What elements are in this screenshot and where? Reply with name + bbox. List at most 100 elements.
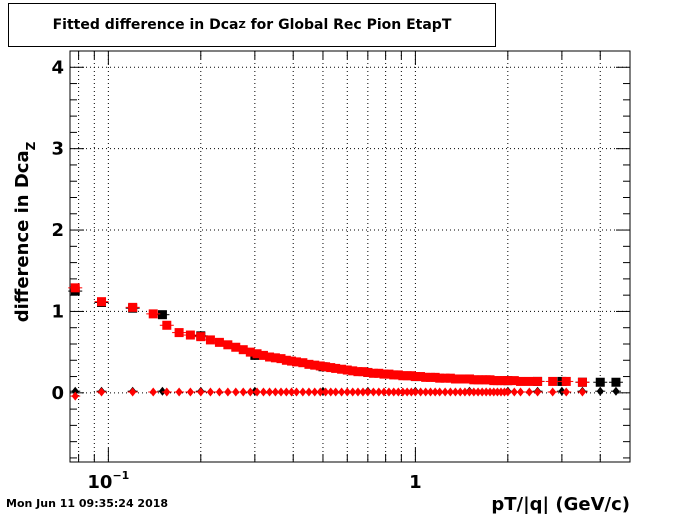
data-point [299, 387, 307, 397]
data-point [516, 387, 525, 397]
data-point [148, 309, 158, 319]
data-point [265, 352, 275, 362]
data-point [162, 320, 172, 330]
series-1 [68, 283, 590, 387]
data-point [331, 363, 341, 373]
data-point [206, 387, 215, 397]
data-point [224, 387, 232, 397]
data-point [416, 372, 426, 382]
data-point [436, 387, 444, 397]
data-point [417, 387, 425, 397]
x-axis-title: pT/|q| (GeV/c) [491, 494, 630, 514]
data-point [322, 387, 330, 397]
data-point [533, 376, 543, 386]
data-point [163, 387, 171, 397]
data-point [270, 353, 280, 363]
data-point [276, 354, 286, 364]
data-point [310, 360, 320, 370]
data-point [239, 387, 247, 397]
data-point [246, 387, 254, 397]
data-point [265, 387, 274, 397]
data-point [504, 387, 512, 397]
data-point [71, 391, 79, 401]
data-point [97, 387, 106, 397]
data-point [223, 340, 233, 350]
data-point [337, 364, 347, 374]
data-point [253, 387, 261, 397]
data-point [231, 342, 241, 352]
data-point [238, 345, 248, 355]
data-point [174, 328, 184, 338]
data-point [509, 376, 519, 386]
data-point [611, 377, 621, 387]
data-point [516, 376, 526, 386]
data-point [596, 386, 604, 396]
data-point [252, 349, 262, 359]
data-point [446, 387, 454, 397]
data-point [384, 369, 394, 379]
data-point [282, 387, 290, 397]
y-tick-label: 0 [51, 383, 64, 404]
x-tick-labels: 10−1 1 [87, 469, 421, 493]
data-point [232, 387, 240, 397]
data-point [321, 362, 331, 372]
data-point [215, 387, 224, 397]
y-tick-label: 2 [51, 220, 64, 241]
data-point [548, 376, 558, 386]
data-point [128, 302, 138, 312]
data-point [354, 387, 362, 397]
data-point [561, 376, 571, 386]
data-point [375, 387, 383, 397]
data-point [281, 355, 291, 365]
data-point [305, 387, 313, 397]
data-point [258, 350, 268, 360]
data-point [70, 283, 80, 293]
data-point [71, 386, 79, 396]
y-tick-label: 4 [51, 57, 64, 78]
x-tick-label: 1 [409, 472, 422, 493]
grid [70, 51, 630, 462]
data-point [595, 377, 605, 387]
data-point [298, 358, 308, 368]
data-point [175, 387, 183, 397]
data-point [348, 366, 358, 376]
data-point [311, 387, 319, 397]
y-tick-label: 1 [51, 301, 64, 322]
data-point [562, 387, 570, 397]
x-tick-label: 10−1 [87, 469, 129, 493]
data-point [326, 363, 336, 373]
y-axis-title: difference in DcaZ [12, 141, 38, 322]
data-point [533, 387, 542, 397]
data-point [363, 367, 373, 377]
data-point [271, 387, 280, 397]
data-point [157, 310, 167, 320]
data-point [445, 373, 455, 383]
data-point [129, 387, 137, 397]
data-point [358, 367, 368, 377]
data-point [292, 357, 302, 367]
data-point [245, 347, 255, 357]
data-point [349, 387, 357, 397]
data-point [369, 387, 378, 397]
data-point [287, 356, 297, 366]
data-point [158, 386, 167, 396]
data-point [430, 372, 440, 382]
data-point [259, 387, 268, 397]
data-point [524, 376, 534, 386]
chart-title-prefix: Fitted difference in Dca [52, 17, 239, 33]
series-3 [70, 387, 588, 401]
data-point [205, 335, 215, 345]
data-point [197, 387, 205, 397]
data-point [149, 387, 157, 397]
data-series [68, 283, 623, 401]
data-point [549, 387, 557, 397]
data-point [186, 387, 194, 397]
chart-title-subscript: Z [238, 19, 246, 31]
data-point [525, 387, 533, 397]
data-point [343, 387, 351, 397]
chart-title: Fitted difference in Dca Z for Global Rec… [8, 3, 496, 47]
data-point [374, 368, 384, 378]
data-point [577, 377, 587, 387]
data-point [97, 297, 107, 307]
